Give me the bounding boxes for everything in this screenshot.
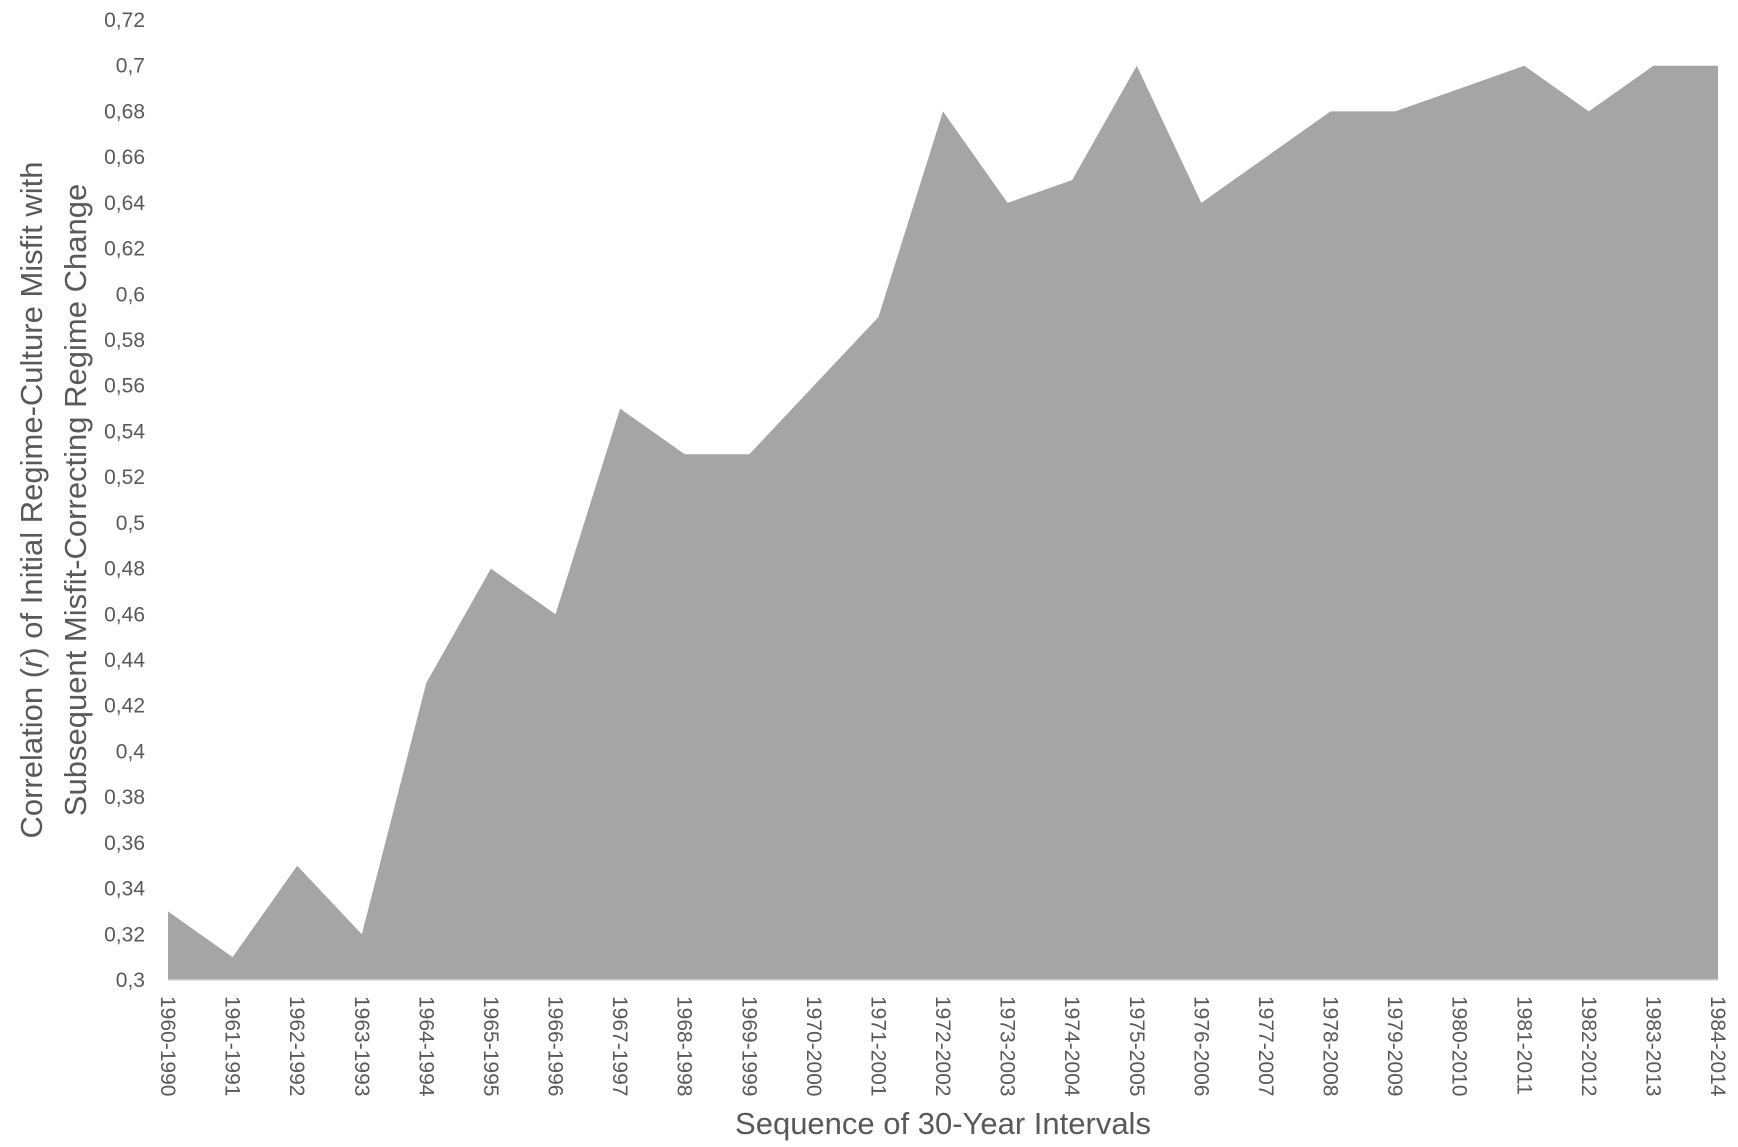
y-tick-label: 0,5 [116,512,145,535]
data-point-1977-2007 [1264,155,1268,159]
data-point-1968-1998 [683,452,687,456]
data-point-1961-1991 [231,955,235,959]
x-tick-label: 1966-1996 [544,996,567,1096]
series-area [168,65,1718,980]
y-tick-label: 0,7 [116,55,145,78]
y-tick-label: 0,58 [104,329,145,352]
data-point-1983-2013 [1651,64,1655,68]
x-tick-label: 1974-2004 [1060,996,1083,1097]
data-point-1984-2014 [1716,64,1720,68]
y-tick-label: 0,62 [104,238,145,261]
data-point-1973-2003 [1006,201,1010,205]
data-point-1962-1992 [295,864,299,868]
y-axis-title-line-1: Correlation (r) of Initial Regime-Cultur… [14,161,49,838]
data-point-1972-2002 [941,109,945,113]
data-point-1966-1996 [554,612,558,616]
data-point-1982-2012 [1587,109,1591,113]
y-axis-ticks: 0,3 0,32 0,34 0,36 0,38 0,4 0,42 0,44 0,46 0,48 0,… [104,9,145,992]
x-tick-label: 1965-1995 [479,996,502,1096]
data-point-1976-2006 [1199,201,1203,205]
x-axis-title: Sequence of 30-Year Intervals [735,1106,1151,1141]
y-tick-label: 0,42 [104,695,145,718]
x-tick-label: 1983-2013 [1641,996,1664,1096]
data-point-1981-2011 [1522,64,1526,68]
y-tick-label: 0,56 [104,375,145,398]
x-tick-label: 1969-1999 [737,996,760,1096]
x-tick-label: 1979-2009 [1383,996,1406,1096]
data-point-1975-2005 [1135,64,1139,68]
y-tick-label: 0,6 [116,283,145,306]
x-tick-label: 1960-1990 [156,996,179,1096]
x-tick-label: 1971-2001 [866,996,889,1096]
data-point-1963-1993 [360,932,364,936]
y-tick-label: 0,64 [104,192,145,215]
x-tick-label: 1980-2010 [1448,996,1471,1096]
x-tick-label: 1968-1998 [673,996,696,1096]
y-tick-label: 0,44 [104,649,145,672]
data-point-1971-2001 [876,315,880,319]
x-tick-label: 1962-1992 [285,996,308,1096]
x-tick-label: 1972-2002 [931,996,954,1096]
y-tick-label: 0,48 [104,558,145,581]
x-tick-label: 1978-2008 [1319,996,1342,1096]
y-tick-label: 0,38 [104,786,145,809]
y-tick-label: 0,4 [116,740,146,763]
y-tick-label: 0,34 [104,878,145,901]
y-axis-title-line-2: Subsequent Misfit-Correcting Regime Chan… [58,184,93,816]
x-tick-label: 1981-2011 [1512,996,1535,1095]
y-tick-label: 0,52 [104,466,145,489]
x-tick-label: 1973-2003 [996,996,1019,1096]
y-tick-label: 0,68 [104,100,145,123]
y-tick-label: 0,46 [104,603,145,626]
data-point-1964-1994 [424,681,428,685]
y-tick-label: 0,36 [104,832,145,855]
y-tick-label: 0,32 [104,923,145,946]
data-point-1965-1995 [489,567,493,571]
data-point-1979-2009 [1393,109,1397,113]
data-point-1969-1999 [747,452,751,456]
data-point-1980-2010 [1458,87,1462,91]
data-point-1967-1997 [618,407,622,411]
data-point-1960-1990 [166,909,170,913]
x-tick-label: 1964-1994 [414,996,437,1097]
x-tick-label: 1984-2014 [1706,996,1729,1097]
x-tick-label: 1961-1991 [221,996,244,1096]
x-tick-label: 1982-2012 [1577,996,1600,1096]
plot-area [166,64,1720,981]
data-point-1970-2000 [812,384,816,388]
x-tick-label: 1970-2000 [802,996,825,1096]
data-point-1974-2004 [1070,178,1074,182]
x-tick-label: 1977-2007 [1254,996,1277,1096]
x-axis-ticks: 1960-1990 1961-1991 1962-1992 1963-1993 1964… [156,996,1729,1097]
x-tick-label: 1976-2006 [1189,996,1212,1096]
y-tick-label: 0,66 [104,146,145,169]
y-tick-label: 0,3 [116,969,145,992]
x-tick-label: 1963-1993 [350,996,373,1096]
data-point-1978-2008 [1329,109,1333,113]
y-tick-label: 0,54 [104,420,145,443]
x-tick-label: 1975-2005 [1125,996,1148,1096]
x-tick-label: 1967-1997 [608,996,631,1096]
y-tick-label: 0,72 [104,9,145,32]
